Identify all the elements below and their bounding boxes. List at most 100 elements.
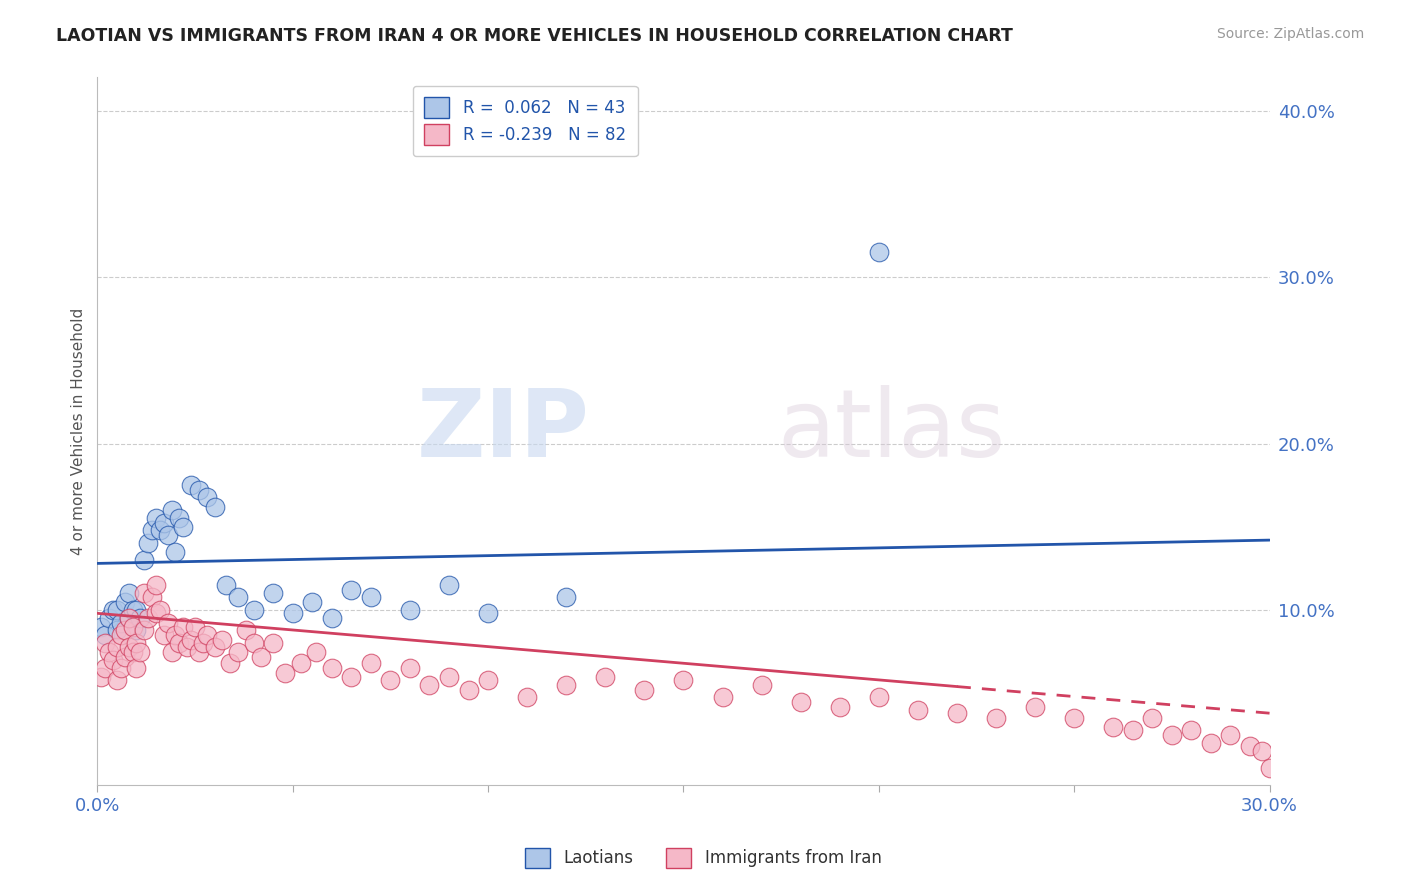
- Point: [117, 640, 139, 654]
- Point: [134, 553, 156, 567]
- Point: [399, 661, 422, 675]
- Point: [94, 628, 117, 642]
- Point: [125, 603, 148, 617]
- Point: [868, 690, 890, 704]
- Point: [219, 657, 242, 671]
- Point: [340, 669, 363, 683]
- Point: [134, 586, 156, 600]
- Point: [152, 516, 174, 531]
- Point: [215, 578, 238, 592]
- Point: [751, 678, 773, 692]
- Text: LAOTIAN VS IMMIGRANTS FROM IRAN 4 OR MORE VEHICLES IN HOUSEHOLD CORRELATION CHAR: LAOTIAN VS IMMIGRANTS FROM IRAN 4 OR MOR…: [56, 27, 1014, 45]
- Point: [595, 669, 617, 683]
- Point: [437, 578, 460, 592]
- Point: [141, 523, 163, 537]
- Point: [1142, 711, 1164, 725]
- Point: [789, 694, 811, 708]
- Point: [226, 645, 249, 659]
- Point: [1199, 736, 1222, 750]
- Point: [290, 657, 312, 671]
- Point: [211, 632, 233, 647]
- Point: [187, 645, 209, 659]
- Point: [437, 669, 460, 683]
- Point: [360, 657, 382, 671]
- Point: [204, 640, 226, 654]
- Point: [169, 636, 191, 650]
- Point: [101, 653, 124, 667]
- Point: [141, 590, 163, 604]
- Point: [117, 586, 139, 600]
- Point: [98, 611, 121, 625]
- Point: [121, 645, 143, 659]
- Point: [180, 632, 202, 647]
- Point: [101, 603, 124, 617]
- Point: [105, 673, 128, 687]
- Point: [1063, 711, 1085, 725]
- Point: [1258, 761, 1281, 775]
- Point: [711, 690, 734, 704]
- Point: [226, 590, 249, 604]
- Point: [274, 666, 297, 681]
- Point: [110, 616, 132, 631]
- Point: [262, 586, 284, 600]
- Point: [165, 628, 187, 642]
- Point: [301, 595, 323, 609]
- Point: [114, 649, 136, 664]
- Point: [555, 678, 578, 692]
- Point: [340, 582, 363, 597]
- Point: [250, 649, 273, 664]
- Point: [191, 636, 214, 650]
- Point: [152, 628, 174, 642]
- Point: [242, 636, 264, 650]
- Point: [165, 545, 187, 559]
- Point: [114, 595, 136, 609]
- Point: [114, 623, 136, 637]
- Legend: R =  0.062   N = 43, R = -0.239   N = 82: R = 0.062 N = 43, R = -0.239 N = 82: [413, 86, 637, 156]
- Text: Source: ZipAtlas.com: Source: ZipAtlas.com: [1216, 27, 1364, 41]
- Point: [477, 673, 499, 687]
- Point: [160, 503, 183, 517]
- Point: [418, 678, 440, 692]
- Point: [672, 673, 695, 687]
- Point: [90, 620, 112, 634]
- Point: [321, 661, 343, 675]
- Point: [125, 623, 148, 637]
- Point: [195, 490, 218, 504]
- Point: [180, 478, 202, 492]
- Point: [134, 623, 156, 637]
- Point: [117, 611, 139, 625]
- Point: [380, 673, 402, 687]
- Point: [907, 703, 929, 717]
- Point: [156, 616, 179, 631]
- Point: [169, 511, 191, 525]
- Point: [129, 611, 152, 625]
- Point: [235, 623, 257, 637]
- Point: [946, 706, 969, 721]
- Point: [125, 661, 148, 675]
- Point: [176, 640, 198, 654]
- Point: [828, 699, 851, 714]
- Point: [457, 682, 479, 697]
- Point: [262, 636, 284, 650]
- Text: ZIP: ZIP: [416, 385, 589, 477]
- Point: [555, 590, 578, 604]
- Point: [204, 500, 226, 514]
- Point: [1024, 699, 1046, 714]
- Point: [105, 623, 128, 637]
- Point: [1219, 728, 1241, 742]
- Point: [195, 628, 218, 642]
- Point: [110, 628, 132, 642]
- Point: [477, 607, 499, 621]
- Point: [149, 523, 172, 537]
- Point: [187, 483, 209, 498]
- Point: [321, 611, 343, 625]
- Point: [94, 636, 117, 650]
- Point: [121, 620, 143, 634]
- Point: [117, 611, 139, 625]
- Point: [1102, 719, 1125, 733]
- Point: [160, 645, 183, 659]
- Point: [1239, 739, 1261, 754]
- Point: [360, 590, 382, 604]
- Point: [172, 620, 194, 634]
- Point: [1180, 723, 1202, 737]
